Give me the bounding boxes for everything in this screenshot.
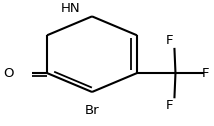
Text: Br: Br (85, 104, 99, 117)
Text: O: O (3, 67, 14, 80)
Text: F: F (165, 99, 173, 112)
Text: HN: HN (61, 2, 80, 15)
Text: F: F (202, 67, 209, 80)
Text: F: F (165, 34, 173, 47)
